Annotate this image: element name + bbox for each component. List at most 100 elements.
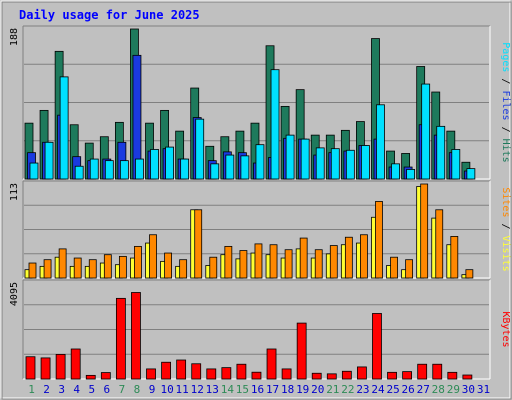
pages-bar xyxy=(300,138,310,180)
kbytes-bar xyxy=(341,370,352,380)
day-label: 16 xyxy=(251,383,264,396)
separator: / xyxy=(500,72,511,90)
sites-bar xyxy=(360,234,368,279)
sites-bar xyxy=(314,249,323,279)
day-label: 10 xyxy=(160,383,173,396)
kbytes-bar xyxy=(70,348,81,380)
day-label: 21 xyxy=(326,383,339,396)
pages-bar xyxy=(59,76,69,180)
kbytes-bar xyxy=(296,322,307,380)
kbytes-bar xyxy=(25,356,36,380)
sites-bar xyxy=(209,256,218,279)
pages-bar xyxy=(150,149,159,180)
sites-bar xyxy=(450,236,459,279)
kbytes-bar xyxy=(221,367,232,380)
day-label: 5 xyxy=(88,383,95,396)
day-label: 13 xyxy=(206,383,219,396)
day-label: 6 xyxy=(104,383,111,396)
sites-bar xyxy=(103,254,112,279)
pages-bar xyxy=(29,162,39,180)
day-label: 12 xyxy=(191,383,204,396)
day-label: 11 xyxy=(176,383,189,396)
pages-bar xyxy=(104,160,114,180)
sites-bar xyxy=(299,237,308,279)
pages-bar xyxy=(436,125,446,180)
day-label: 22 xyxy=(341,383,354,396)
kbytes-bar xyxy=(206,368,217,380)
y-max-label-1: 188 xyxy=(9,28,20,46)
pages-bar xyxy=(225,154,235,180)
pages-bar xyxy=(44,141,54,180)
sites-bar xyxy=(405,259,414,279)
kbytes-bar xyxy=(402,371,413,380)
pages-bar xyxy=(180,158,190,180)
sites-bar xyxy=(88,259,97,279)
kbytes-bar xyxy=(176,359,187,380)
sites-bar xyxy=(375,201,383,279)
kbytes-bar xyxy=(387,371,397,380)
sites-bar xyxy=(344,236,353,279)
sites-bar xyxy=(239,250,248,279)
kbytes-bar xyxy=(146,368,156,380)
y-max-label-3: 4095 xyxy=(9,282,20,306)
sites-bar xyxy=(58,248,67,279)
sites-bar xyxy=(254,243,263,279)
pages-bar xyxy=(406,169,416,180)
day-label: 18 xyxy=(281,383,294,396)
kbytes-bar xyxy=(462,374,473,380)
sites-bar xyxy=(179,259,188,279)
visits-label: Visits xyxy=(500,236,511,272)
sites-bar xyxy=(435,209,444,279)
kbytes-bar xyxy=(55,353,66,380)
day-label: 24 xyxy=(371,383,385,396)
sites-bar xyxy=(194,209,203,279)
separator: / xyxy=(500,217,511,235)
sites-bar xyxy=(420,183,429,279)
kbytes-bar xyxy=(281,368,292,380)
pages-bar xyxy=(255,144,265,180)
hits-files-pages-panel xyxy=(22,25,491,180)
pages-bar xyxy=(345,149,355,180)
sites-bar xyxy=(284,249,293,279)
x-axis-labels: 1 2 3 4 5 6 7 8 9 10 11 12 13 14 15 16 17 18 19 20 21 22 23 24 2… xyxy=(28,383,490,396)
kbytes-bar xyxy=(40,357,51,380)
pages-bar xyxy=(391,163,400,180)
sites-bar xyxy=(134,245,142,279)
pages-bar xyxy=(240,155,250,180)
kbytes-bar xyxy=(161,361,171,380)
pages-bar xyxy=(165,146,174,180)
day-label: 26 xyxy=(402,383,415,396)
hits-files-pages-axis-label: Pages / Files / Hits xyxy=(500,42,511,162)
kbytes-bar xyxy=(236,363,247,380)
sites-bar xyxy=(224,245,233,279)
day-label: 4 xyxy=(73,383,80,396)
visits-sites-axis-label: Sites / Visits xyxy=(500,187,511,271)
kbytes-bar xyxy=(115,297,126,380)
day-label: 27 xyxy=(417,383,430,396)
day-label: 30 xyxy=(462,383,475,396)
sites-bar xyxy=(390,256,398,279)
pages-bar xyxy=(451,149,461,180)
sites-bar xyxy=(73,257,82,279)
pages-bar xyxy=(89,158,99,180)
hits-files-pages-axis-label-text: Pages / Files / Hits xyxy=(500,42,511,162)
pages-bar xyxy=(119,160,129,180)
day-label: 14 xyxy=(221,383,235,396)
panels: 188 113 4095 Pages / Files / Hits Sites / Vi… xyxy=(9,25,511,380)
kbytes-bar xyxy=(266,348,277,380)
pages-bar xyxy=(466,168,476,180)
day-label: 17 xyxy=(266,383,279,396)
visits-sites-panel xyxy=(22,180,491,279)
day-label: 15 xyxy=(236,383,249,396)
chart-title: Daily usage for June 2025 xyxy=(19,8,200,22)
day-label: 29 xyxy=(447,383,460,396)
kbytes-bar xyxy=(100,372,111,380)
pages-bar xyxy=(135,158,144,180)
sites-bar xyxy=(465,269,474,279)
separator: / xyxy=(500,121,511,139)
pages-bar xyxy=(315,147,325,180)
day-label: 3 xyxy=(58,383,65,396)
pages-bar xyxy=(330,148,340,180)
